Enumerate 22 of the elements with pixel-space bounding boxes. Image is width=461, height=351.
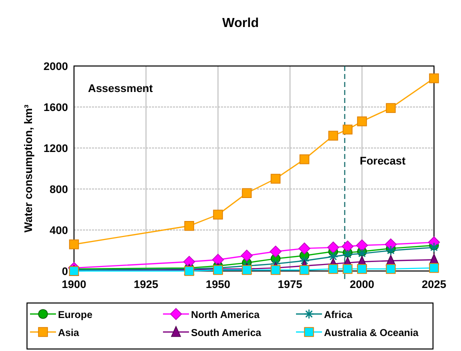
x-tick-label: 1900 (62, 279, 86, 291)
x-tick-label: 2025 (422, 279, 446, 291)
x-tick-label: 1925 (134, 279, 158, 291)
legend-label: Asia (58, 328, 80, 339)
y-tick-label: 1200 (44, 143, 68, 155)
legend-label: Europe (58, 310, 93, 321)
annotation: Forecast (360, 155, 406, 168)
x-tick-label: 1975 (278, 279, 302, 291)
legend-label: South America (191, 328, 262, 339)
y-tick-label: 0 (62, 266, 68, 278)
y-axis-title: Water consumption, km³ (23, 104, 35, 232)
y-tick-label: 800 (50, 184, 68, 196)
legend-label: Australia & Oceania (324, 328, 419, 339)
annotation: Assessment (88, 83, 154, 95)
x-tick-label: 1950 (206, 279, 230, 291)
y-tick-label: 2000 (44, 61, 68, 73)
legend-label: North America (191, 310, 260, 321)
x-tick-label: 2000 (350, 279, 374, 291)
y-tick-label: 400 (50, 225, 68, 237)
legend-label: Africa (324, 310, 353, 321)
chart-title: World (222, 15, 259, 30)
y-tick-label: 1600 (44, 102, 68, 114)
